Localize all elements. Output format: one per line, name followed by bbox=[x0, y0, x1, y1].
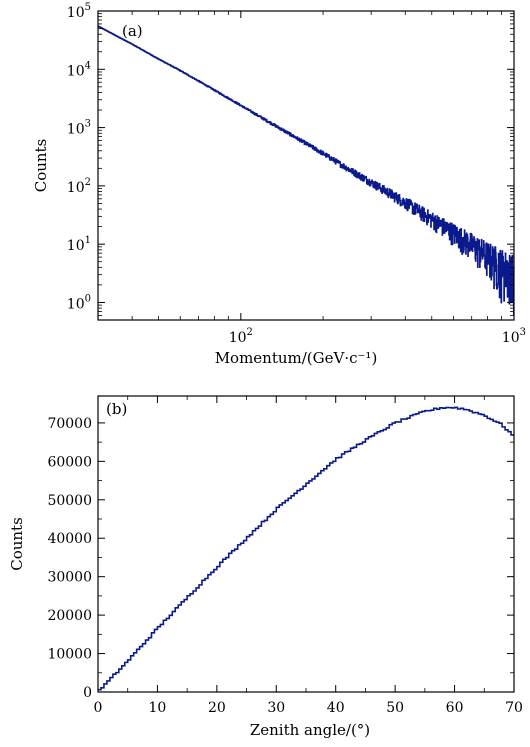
y-axis-label-a: Counts bbox=[32, 139, 50, 193]
y-tick-label-a: 103 bbox=[67, 119, 91, 138]
histogram-series-a bbox=[98, 25, 514, 315]
x-tick-label-b: 0 bbox=[94, 700, 103, 716]
y-tick-label-b: 20000 bbox=[47, 608, 92, 624]
y-tick-label-a: 102 bbox=[67, 177, 91, 196]
y-tick-label-a: 105 bbox=[67, 2, 91, 21]
y-axis-label-b: Counts bbox=[8, 517, 26, 571]
y-tick-label-a: 104 bbox=[67, 60, 91, 79]
x-tick-label-b: 30 bbox=[267, 700, 285, 716]
x-tick-label-b: 50 bbox=[386, 700, 404, 716]
y-tick-label-b: 10000 bbox=[47, 647, 92, 663]
panel-label-b: (b) bbox=[106, 400, 127, 418]
panel-label-a: (a) bbox=[122, 22, 143, 40]
x-tick-label-b: 60 bbox=[446, 700, 464, 716]
x-tick-label-b: 70 bbox=[505, 700, 523, 716]
x-tick-label-b: 10 bbox=[149, 700, 167, 716]
y-tick-label-b: 0 bbox=[83, 685, 92, 701]
x-axis-label-a: Momentum/(GeV·c⁻¹) bbox=[215, 349, 378, 367]
plot-frame-b bbox=[97, 395, 515, 693]
histogram-series-b bbox=[98, 406, 514, 691]
x-tick-label-a: 102 bbox=[229, 327, 253, 346]
x-tick-label-b: 40 bbox=[327, 700, 345, 716]
y-tick-label-b: 60000 bbox=[47, 454, 92, 470]
y-tick-label-a: 100 bbox=[67, 293, 91, 312]
y-tick-label-b: 70000 bbox=[47, 416, 92, 432]
y-tick-label-b: 50000 bbox=[47, 493, 92, 509]
x-tick-label-b: 20 bbox=[208, 700, 226, 716]
y-tick-label-a: 101 bbox=[67, 235, 91, 254]
plot-frame-a bbox=[97, 10, 515, 321]
x-tick-label-a: 103 bbox=[502, 327, 526, 346]
y-tick-label-b: 30000 bbox=[47, 570, 92, 586]
y-tick-label-b: 40000 bbox=[47, 531, 92, 547]
x-axis-label-b: Zenith angle/(°) bbox=[250, 721, 370, 739]
